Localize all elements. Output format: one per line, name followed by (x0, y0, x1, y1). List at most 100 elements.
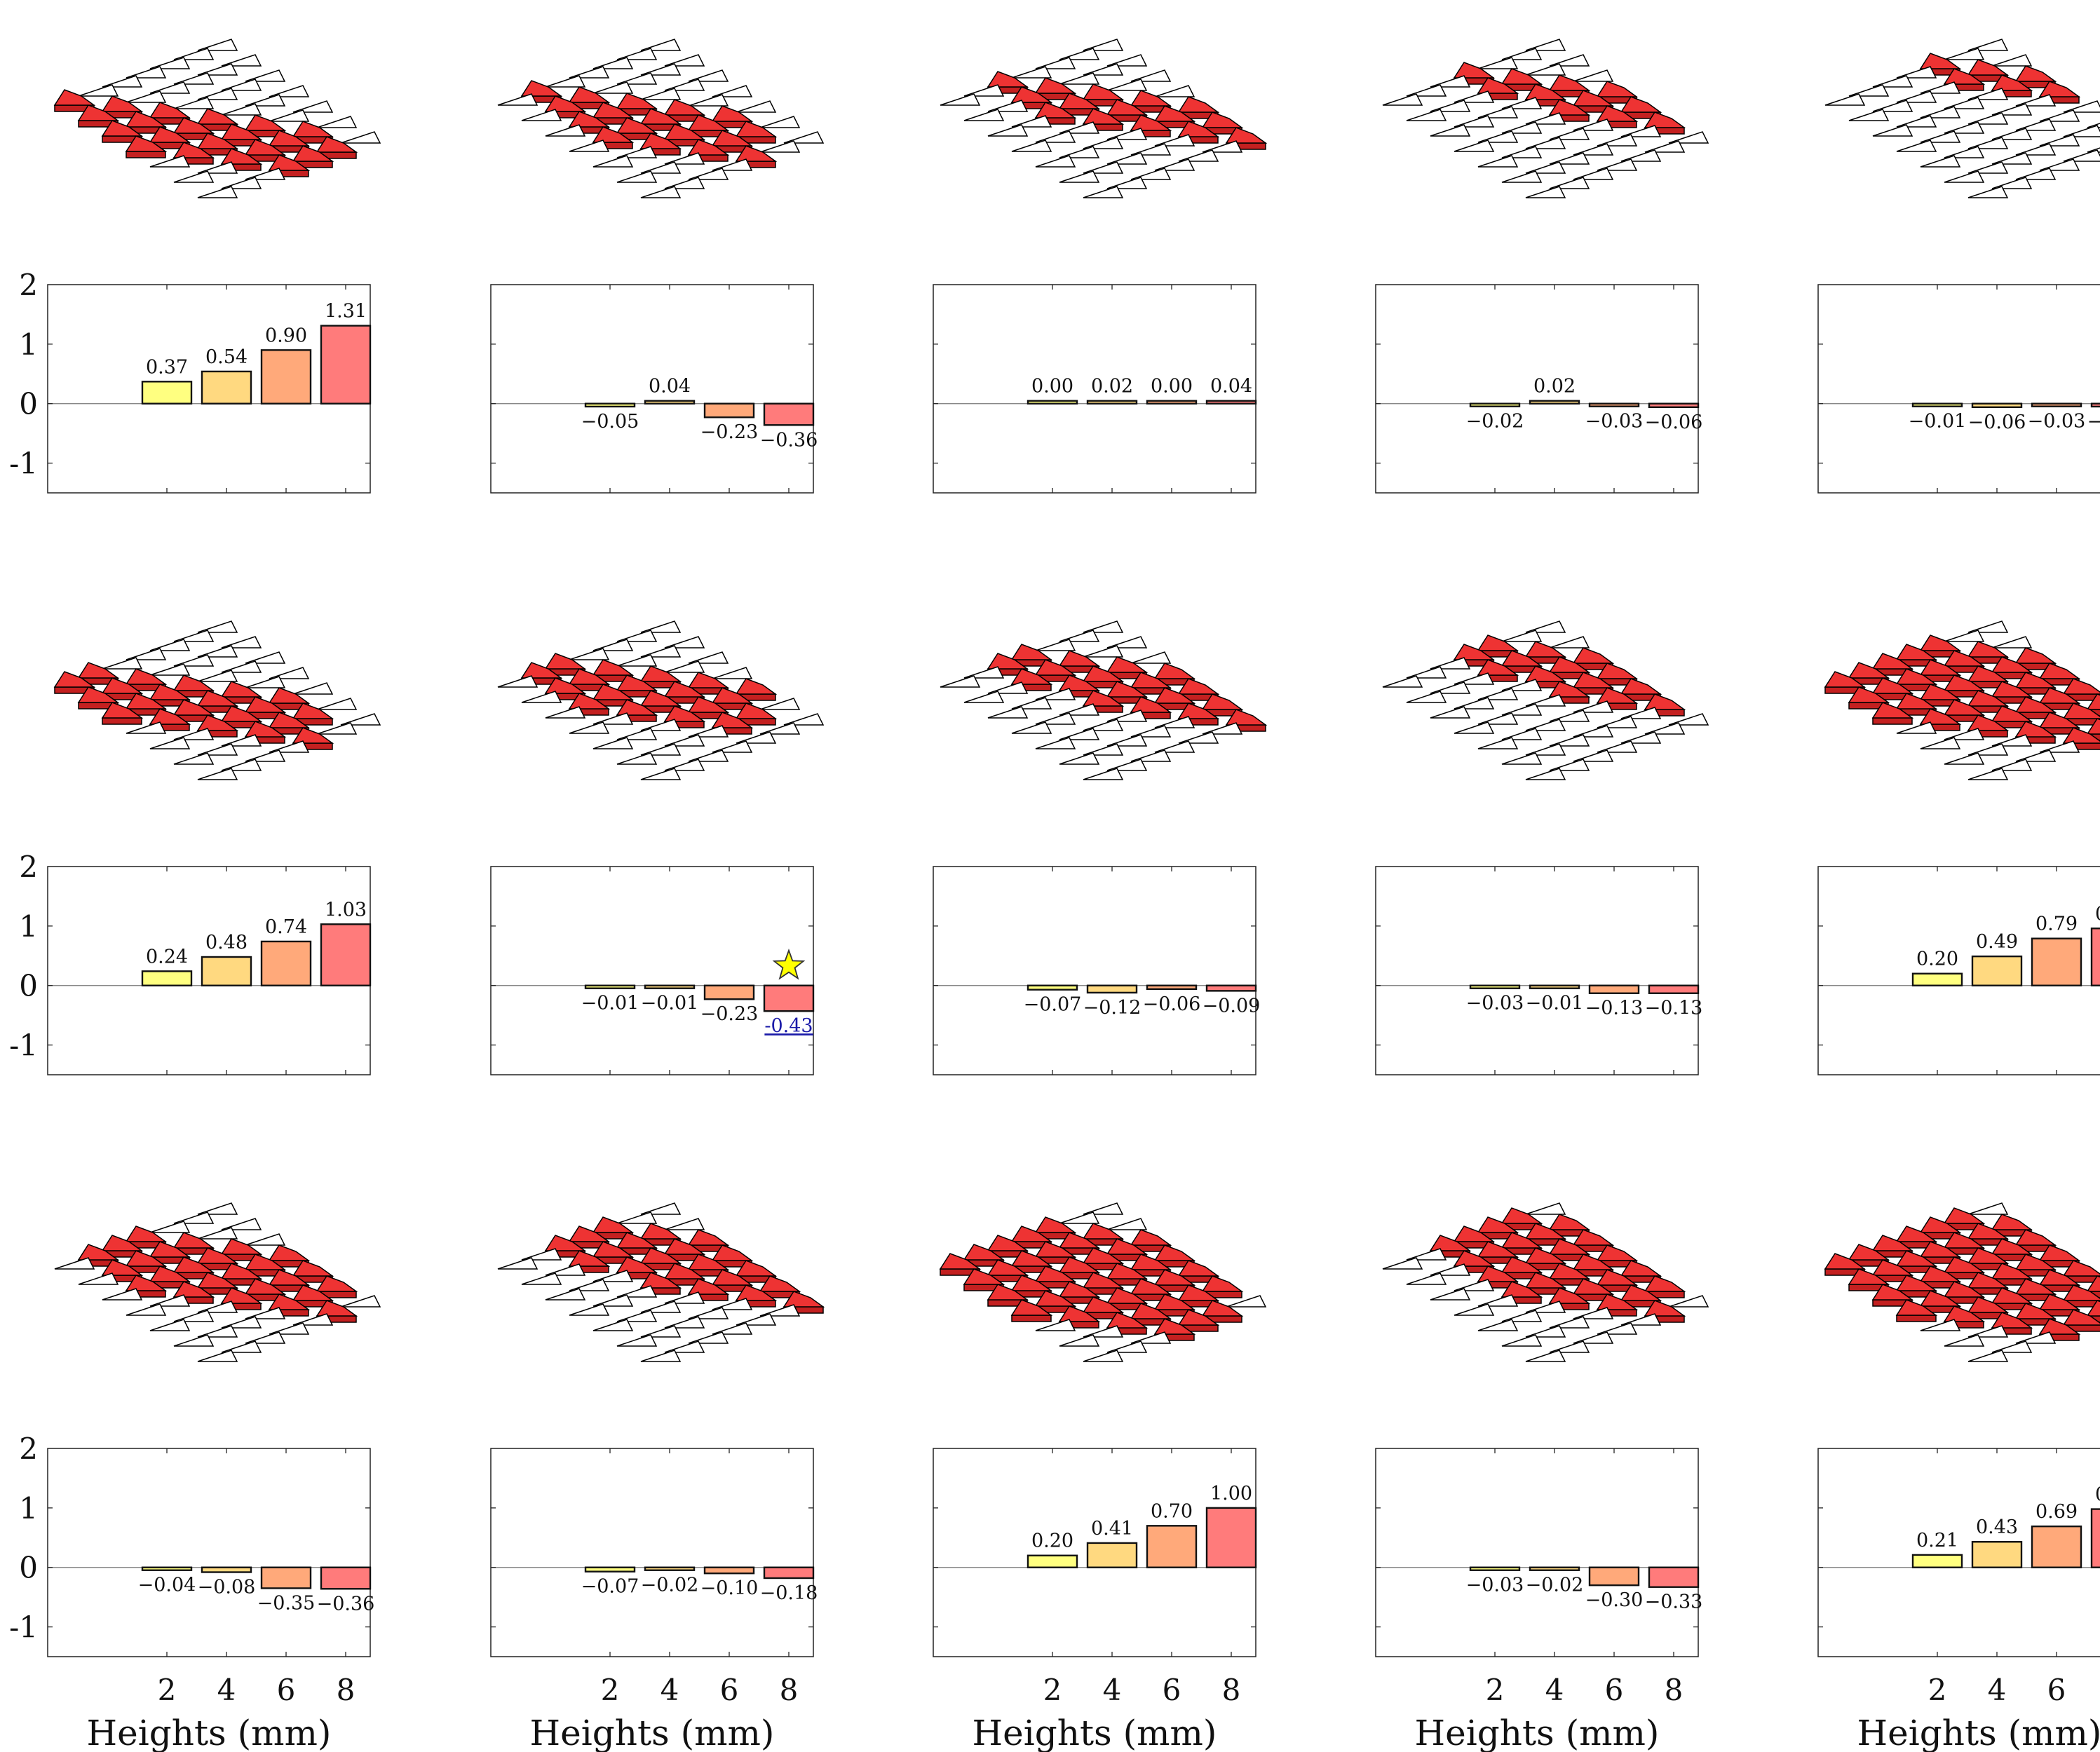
bar (1911, 1554, 1963, 1568)
fin-array-10 (1824, 620, 2100, 780)
data-label: −0.36 (760, 429, 818, 451)
active-fin-top (1034, 77, 1077, 94)
inactive-fin (616, 630, 658, 642)
active-fin-top (616, 699, 658, 716)
inactive-fin (245, 651, 286, 664)
x-tick-label: 2 (1486, 1673, 1505, 1707)
inactive-fin (2039, 134, 2080, 147)
active-fin-top (1943, 1305, 1986, 1322)
active-fin-top (1153, 105, 1196, 122)
inactive-fin (2039, 740, 2080, 753)
active-fin-top (2038, 1244, 2081, 1261)
inactive-fin (149, 155, 191, 168)
inactive-fin (1549, 1316, 1590, 1329)
inactive-fin (1872, 124, 1913, 137)
inactive-fin (1944, 630, 1985, 642)
active-fin-top (1572, 90, 1615, 107)
x-tick-label: 4 (1103, 1673, 1122, 1707)
active-fin-top (2038, 1293, 2081, 1310)
active-fin-top (1058, 1305, 1101, 1322)
inactive-fin (640, 63, 682, 76)
active-fin-top (1824, 1253, 1867, 1270)
active-fin-top (316, 1275, 358, 1292)
active-fin-top (1106, 1312, 1149, 1329)
active-fin-top (1177, 1260, 1220, 1277)
active-fin-top (1153, 1244, 1196, 1261)
inactive-fin (1454, 140, 1495, 152)
inactive-fin (664, 1291, 705, 1304)
inactive-fin (126, 648, 167, 660)
inactive-fin (616, 752, 658, 765)
inactive-fin (221, 636, 262, 648)
inactive-fin (664, 79, 705, 91)
active-fin-top (1106, 1238, 1149, 1255)
inactive-fin (269, 1322, 310, 1335)
inactive-fin (1106, 128, 1148, 140)
active-fin-top (1644, 111, 1686, 128)
active-fin-top (1034, 1241, 1077, 1258)
inactive-fin (149, 1319, 191, 1331)
data-label: 0.02 (1091, 376, 1133, 398)
active-fin-top (1548, 99, 1591, 116)
bar (1971, 955, 2023, 986)
data-label: −0.06 (1645, 412, 1703, 433)
inactive-fin (197, 1227, 238, 1240)
bar (141, 1566, 193, 1571)
active-fin-top (1153, 1293, 1196, 1310)
active-fin-top (1501, 1256, 1543, 1273)
inactive-fin (1083, 1202, 1124, 1215)
active-fin-top (639, 690, 682, 707)
active-fin-top (1572, 672, 1615, 688)
fin-array-12 (497, 1202, 825, 1362)
inactive-fin (1035, 737, 1076, 749)
active-fin-top (687, 1278, 730, 1295)
inactive-fin (269, 85, 310, 97)
inactive-fin (1525, 161, 1566, 174)
inactive-fin (545, 124, 586, 137)
inactive-fin (569, 721, 610, 734)
inactive-fin (1920, 155, 1961, 168)
inactive-fin (688, 168, 729, 180)
active-fin-top (1548, 1287, 1591, 1304)
active-fin-top (783, 1291, 825, 1308)
active-fin-top (1620, 96, 1662, 113)
inactive-fin (292, 1313, 334, 1326)
active-fin-top (1477, 77, 1519, 94)
inactive-fin (173, 170, 215, 183)
data-label: −0.36 (317, 1593, 375, 1615)
inactive-fin (1944, 728, 1985, 740)
inactive-fin (1059, 630, 1100, 642)
inactive-fin (1011, 721, 1052, 734)
active-fin-top (1501, 1281, 1543, 1298)
inactive-fin (1202, 140, 1243, 153)
inactive-fin (1896, 721, 1937, 734)
active-fin-top (149, 102, 191, 118)
active-fin-top (101, 702, 144, 719)
active-fin-top (292, 1260, 334, 1277)
inactive-fin (221, 1340, 262, 1353)
inactive-fin (126, 90, 167, 103)
inactive-fin (545, 1263, 586, 1276)
active-fin-top (1501, 1207, 1543, 1224)
active-fin-top (268, 130, 311, 147)
active-fin-top (544, 677, 587, 694)
inactive-fin (712, 85, 753, 97)
inactive-fin (1920, 1319, 1961, 1331)
active-fin-top (2014, 1229, 2057, 1246)
inactive-fin (1477, 712, 1519, 725)
active-fin-top (711, 1244, 754, 1261)
active-fin-top (2014, 1303, 2057, 1319)
inactive-fin (1083, 137, 1124, 149)
x-tick-label: 6 (1605, 1673, 1624, 1707)
inactive-fin (1035, 57, 1076, 69)
inactive-fin (1130, 725, 1172, 738)
inactive-fin (126, 66, 167, 79)
inactive-fin (1454, 672, 1495, 685)
inactive-fin (1501, 97, 1543, 109)
bar-panel-15: 0.210.430.690.982468Heights (mm) (1817, 1448, 2100, 1752)
inactive-fin (640, 645, 682, 658)
inactive-fin (1083, 186, 1124, 198)
data-label: −0.03 (1466, 993, 1524, 1014)
inactive-fin (963, 691, 1005, 703)
